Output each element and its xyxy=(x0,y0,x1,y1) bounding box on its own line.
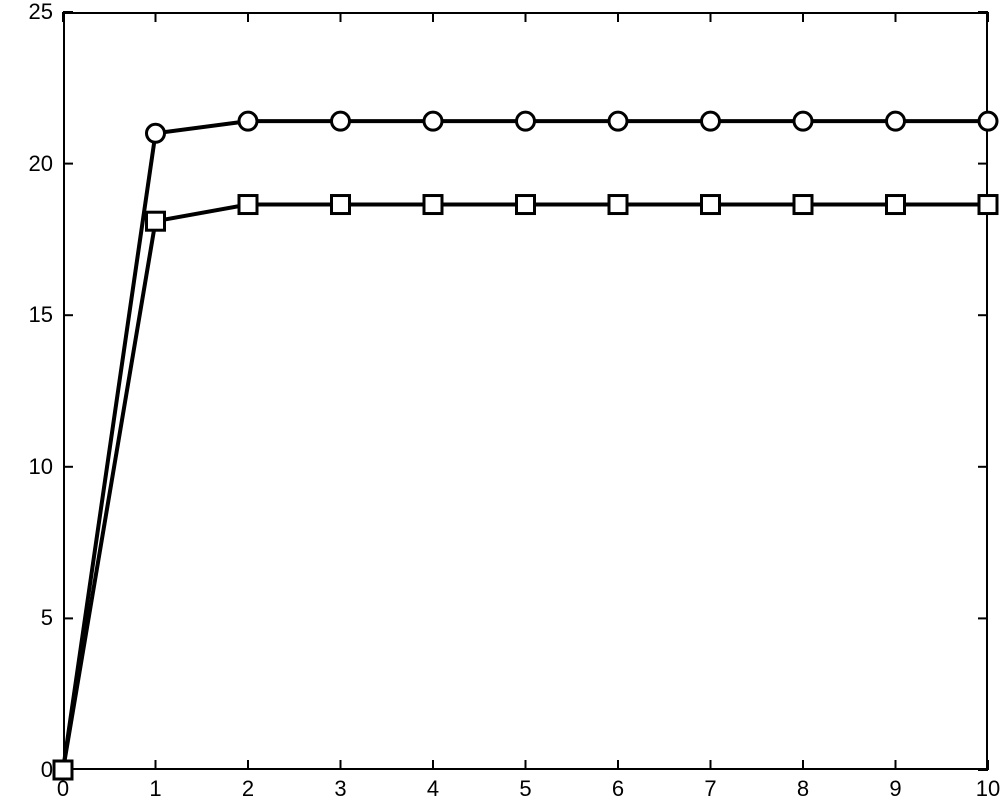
tick-label: 7 xyxy=(704,776,716,802)
series-line-series_circle xyxy=(63,121,988,770)
marker-series_circle xyxy=(979,112,997,130)
tick-label: 4 xyxy=(427,776,439,802)
marker-series_square xyxy=(517,196,535,214)
tick-label: 10 xyxy=(29,454,53,480)
marker-series_square xyxy=(239,196,257,214)
tick-label: 25 xyxy=(29,0,53,25)
marker-series_square xyxy=(887,196,905,214)
marker-series_square xyxy=(609,196,627,214)
tick-label: 1 xyxy=(149,776,161,802)
tick-label: 5 xyxy=(41,605,53,631)
marker-series_circle xyxy=(887,112,905,130)
tick-label: 6 xyxy=(612,776,624,802)
plot-svg xyxy=(0,0,1000,811)
tick-label: 2 xyxy=(242,776,254,802)
tick-label: 15 xyxy=(29,302,53,328)
tick-label: 0 xyxy=(41,757,53,783)
marker-series_square xyxy=(332,196,350,214)
tick-label: 5 xyxy=(519,776,531,802)
tick-label: 0 xyxy=(57,776,69,802)
marker-series_circle xyxy=(147,124,165,142)
series-line-series_square xyxy=(63,205,988,770)
marker-series_square xyxy=(424,196,442,214)
tick-label: 3 xyxy=(334,776,346,802)
marker-series_circle xyxy=(517,112,535,130)
marker-series_square xyxy=(794,196,812,214)
marker-series_circle xyxy=(239,112,257,130)
tick-label: 9 xyxy=(889,776,901,802)
marker-series_circle xyxy=(702,112,720,130)
marker-series_square xyxy=(147,212,165,230)
tick-label: 8 xyxy=(797,776,809,802)
marker-series_circle xyxy=(424,112,442,130)
marker-series_circle xyxy=(609,112,627,130)
tick-label: 20 xyxy=(29,151,53,177)
marker-series_square xyxy=(979,196,997,214)
chart-canvas: 0 1 2 3 4 5 6 7 8 9 10 0 5 10 15 20 25 xyxy=(0,0,1000,811)
marker-series_circle xyxy=(794,112,812,130)
tick-label: 10 xyxy=(976,776,1000,802)
marker-series_square xyxy=(702,196,720,214)
marker-series_circle xyxy=(332,112,350,130)
